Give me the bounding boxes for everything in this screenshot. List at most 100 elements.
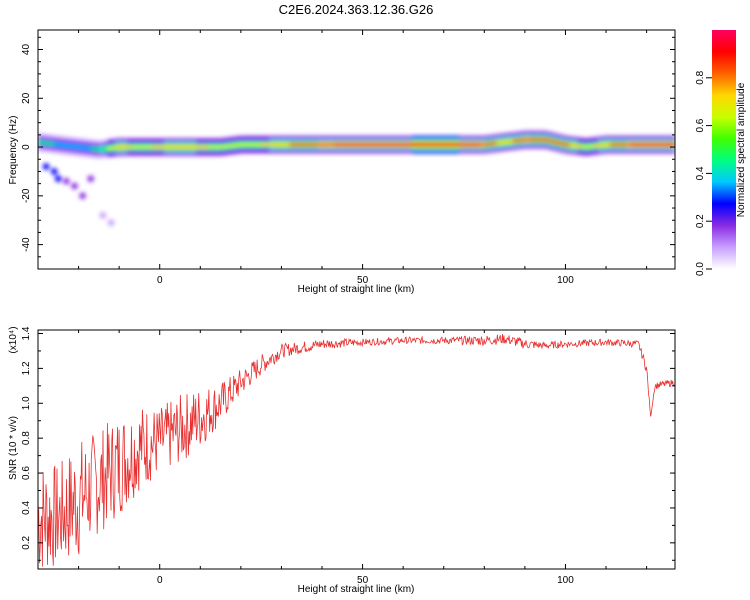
heatmap-cell xyxy=(484,142,489,147)
heatmap-cell xyxy=(666,142,672,147)
colorbar-tick-label: 0.8 xyxy=(695,70,706,84)
heatmap-cell xyxy=(330,142,335,147)
heatmap-cell xyxy=(451,142,457,147)
heatmap-cell xyxy=(123,145,128,150)
heatmap-cell xyxy=(626,142,631,147)
snr-y-tick-label: 0.6 xyxy=(21,466,32,480)
heatmap-cell xyxy=(638,142,644,147)
heatmap-cell xyxy=(155,145,161,150)
heatmap-cell xyxy=(496,140,502,145)
heatmap-cell xyxy=(557,141,562,146)
heatmap-cell xyxy=(585,144,591,149)
heatmap-cell xyxy=(366,142,372,147)
heatmap-y-tick-label: 0 xyxy=(21,144,32,150)
heatmap-cell xyxy=(232,143,238,148)
heatmap-cell xyxy=(561,142,567,147)
heatmap-cell xyxy=(427,142,433,147)
heatmap-cell xyxy=(423,142,429,147)
heatmap-cell xyxy=(236,142,242,147)
heatmap-cell xyxy=(545,138,550,143)
heatmap-spot xyxy=(107,219,115,227)
heatmap-spot xyxy=(42,163,50,171)
heatmap-cell xyxy=(431,142,437,147)
heatmap-cell xyxy=(435,142,441,147)
heatmap-cell xyxy=(281,142,287,147)
heatmap-x-tick-label: 50 xyxy=(357,275,369,286)
heatmap-cell xyxy=(646,142,652,147)
heatmap-cell xyxy=(403,142,408,147)
heatmap-cell xyxy=(569,143,575,148)
heatmap-cell xyxy=(240,142,246,147)
heatmap-cell xyxy=(265,142,270,147)
heatmap-cell xyxy=(654,142,660,147)
heatmap-cell xyxy=(98,147,104,152)
snr-axes: 0 50 100 0.2 0.4 0.6 0.8 1.0 1.2 1.4 xyxy=(21,326,675,586)
heatmap-cell xyxy=(504,139,510,144)
heatmap-cell xyxy=(415,142,420,147)
heatmap-cell xyxy=(180,145,185,150)
heatmap-cell xyxy=(411,142,416,147)
snr-layer xyxy=(38,333,675,567)
heatmap-cell xyxy=(285,142,291,147)
heatmap-cell xyxy=(147,145,153,150)
heatmap-cell xyxy=(208,145,214,150)
heatmap-cell xyxy=(62,143,68,148)
snr-x-tick-label: 100 xyxy=(557,575,574,586)
heatmap-axes: 0 50 100 -40 -20 0 20 40 xyxy=(21,30,675,286)
heatmap-cell xyxy=(464,142,469,147)
colorbar-gradient xyxy=(712,30,736,269)
heatmap-cell xyxy=(111,145,116,150)
heatmap-cell xyxy=(305,142,311,147)
heatmap-cell xyxy=(54,142,59,147)
heatmap-cell xyxy=(313,142,319,147)
snr-panel: 0 50 100 0.2 0.4 0.6 0.8 1.0 1.2 1.4 Height of st… xyxy=(8,326,676,595)
figure-title: C2E6.2024.363.12.36.G26 xyxy=(279,2,434,17)
heatmap-cell xyxy=(601,142,607,147)
heatmap-cell xyxy=(395,142,400,147)
heatmap-cell xyxy=(549,139,554,144)
colorbar-tick-label: 0.2 xyxy=(695,214,706,228)
heatmap-cell xyxy=(500,140,506,145)
heatmap-cell xyxy=(58,142,63,147)
heatmap-cell xyxy=(358,142,364,147)
heatmap-x-tick-label: 0 xyxy=(157,275,163,286)
heatmap-cell xyxy=(184,145,189,150)
heatmap-cell xyxy=(670,142,675,147)
heatmap-cell xyxy=(334,142,339,147)
heatmap-cell xyxy=(322,142,327,147)
heatmap-cell xyxy=(46,141,51,146)
heatmap-cell xyxy=(476,142,481,147)
heatmap-cell xyxy=(468,142,473,147)
heatmap-y-tick-label: 20 xyxy=(21,92,32,104)
heatmap-cell xyxy=(102,146,108,151)
heatmap-cell xyxy=(293,142,299,147)
heatmap-cell xyxy=(516,138,522,143)
heatmap-cell xyxy=(143,145,149,150)
heatmap-cell xyxy=(163,145,169,150)
heatmap-cell xyxy=(338,142,343,147)
heatmap-cell xyxy=(277,142,283,147)
heatmap-cell xyxy=(38,140,43,145)
heatmap-cell xyxy=(443,142,449,147)
heatmap-cell xyxy=(115,145,120,150)
heatmap-cell xyxy=(127,145,132,150)
heatmap-cell xyxy=(488,141,494,146)
heatmap-cell xyxy=(135,145,141,150)
heatmap-cell xyxy=(175,145,181,150)
snr-multiplier-label: (x10⁴) xyxy=(8,326,19,353)
heatmap-cell xyxy=(630,142,636,147)
heatmap-cell xyxy=(216,145,222,150)
heatmap-cell xyxy=(512,138,518,143)
heatmap-cell xyxy=(524,137,530,142)
colorbar-label: Normalized spectral amplitude xyxy=(736,82,747,217)
heatmap-cell xyxy=(565,142,571,147)
snr-y-tick-label: 1.4 xyxy=(21,326,32,340)
snr-y-tick-label: 0.8 xyxy=(21,431,32,445)
heatmap-cell xyxy=(455,142,461,147)
snr-plot-area xyxy=(38,330,675,569)
heatmap-cell xyxy=(151,145,157,150)
heatmap-layer xyxy=(38,130,675,227)
heatmap-cell xyxy=(224,144,230,149)
heatmap-cell xyxy=(253,142,258,147)
